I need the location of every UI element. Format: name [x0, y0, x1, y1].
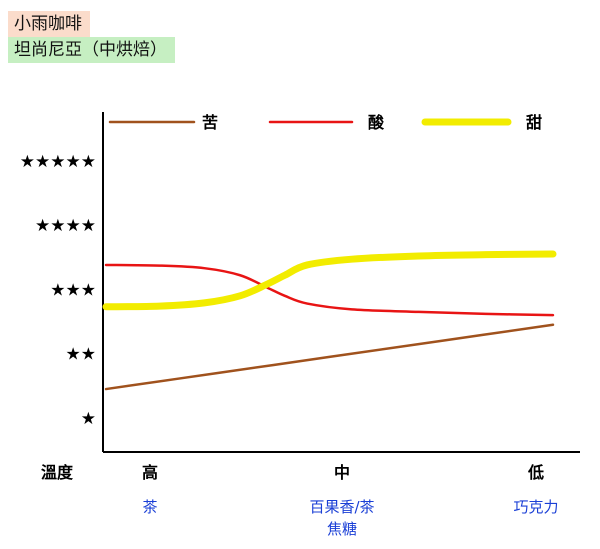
legend-label: 酸	[368, 113, 385, 132]
x-axis-title: 溫度	[41, 463, 74, 482]
y-tick-label: ★★★	[50, 280, 96, 300]
x-category-note: 巧克力	[513, 498, 558, 516]
y-tick-label: ★	[81, 409, 96, 429]
x-tick-label: 高	[142, 463, 158, 482]
legend-label: 甜	[526, 113, 542, 132]
x-tick-label: 低	[527, 463, 544, 482]
series-line-2	[104, 263, 555, 317]
series-line-3	[102, 250, 557, 311]
x-category-note: 茶	[142, 498, 157, 516]
legend-label: 苦	[202, 113, 218, 132]
coffee-brand-label: 小雨咖啡	[8, 11, 90, 37]
x-category-note: 百果香/茶	[309, 498, 374, 516]
x-tick-label: 中	[334, 463, 350, 482]
x-category-note: 焦糖	[327, 520, 357, 538]
coffee-origin-label: 坦尚尼亞（中烘焙）	[8, 37, 175, 63]
y-tick-label: ★★	[66, 345, 96, 365]
y-tick-label: ★★★★	[35, 216, 96, 236]
series-line-1	[104, 323, 555, 391]
y-tick-label: ★★★★★	[20, 152, 96, 172]
